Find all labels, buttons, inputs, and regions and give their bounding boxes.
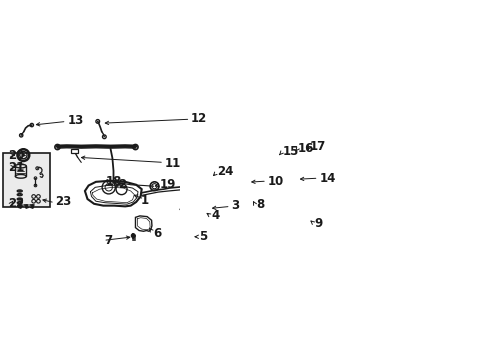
Text: 3: 3 <box>231 199 239 212</box>
Text: 22: 22 <box>8 197 24 210</box>
Text: 24: 24 <box>217 166 233 179</box>
Bar <box>2 153 50 207</box>
Text: 16: 16 <box>298 141 314 155</box>
Text: 8: 8 <box>255 198 264 211</box>
Text: 17: 17 <box>309 140 326 153</box>
Text: 14: 14 <box>319 172 335 185</box>
Bar <box>71 149 78 153</box>
Text: 6: 6 <box>153 226 161 240</box>
Text: 23: 23 <box>55 195 71 208</box>
Text: 12: 12 <box>191 112 207 125</box>
Text: 1: 1 <box>141 194 149 207</box>
Text: 21: 21 <box>8 161 24 174</box>
Bar <box>208 175 216 186</box>
Text: 7: 7 <box>104 234 112 247</box>
Text: 19: 19 <box>159 178 175 191</box>
Text: 5: 5 <box>199 230 207 243</box>
Text: 10: 10 <box>267 175 284 188</box>
Text: 2: 2 <box>119 178 126 191</box>
Text: 18: 18 <box>106 175 122 188</box>
Text: 15: 15 <box>282 145 298 158</box>
Text: 20: 20 <box>8 149 24 162</box>
Bar <box>197 204 207 211</box>
Text: 9: 9 <box>314 217 322 230</box>
Bar <box>208 174 216 175</box>
Text: 11: 11 <box>164 157 181 170</box>
Text: 4: 4 <box>211 210 219 222</box>
Text: 13: 13 <box>67 114 83 127</box>
